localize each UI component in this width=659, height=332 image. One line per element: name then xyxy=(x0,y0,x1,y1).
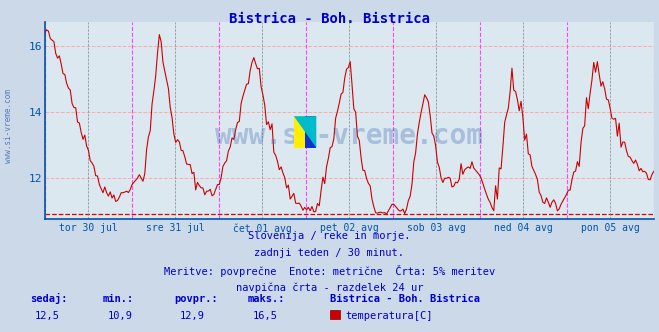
Text: zadnji teden / 30 minut.: zadnji teden / 30 minut. xyxy=(254,248,405,258)
Text: 10,9: 10,9 xyxy=(107,311,132,321)
Text: www.si-vreme.com: www.si-vreme.com xyxy=(4,89,13,163)
Text: temperatura[C]: temperatura[C] xyxy=(345,311,433,321)
Text: Slovenija / reke in morje.: Slovenija / reke in morje. xyxy=(248,231,411,241)
Text: 12,9: 12,9 xyxy=(180,311,205,321)
Text: sedaj:: sedaj: xyxy=(30,293,67,304)
Text: maks.:: maks.: xyxy=(247,294,285,304)
Text: www.si-vreme.com: www.si-vreme.com xyxy=(215,122,483,150)
Text: povpr.:: povpr.: xyxy=(175,294,218,304)
Text: Bistrica - Boh. Bistrica: Bistrica - Boh. Bistrica xyxy=(330,294,480,304)
Text: navpična črta - razdelek 24 ur: navpična črta - razdelek 24 ur xyxy=(236,283,423,293)
Text: 16,5: 16,5 xyxy=(252,311,277,321)
Text: Meritve: povprečne  Enote: metrične  Črta: 5% meritev: Meritve: povprečne Enote: metrične Črta:… xyxy=(164,265,495,277)
Text: Bistrica - Boh. Bistrica: Bistrica - Boh. Bistrica xyxy=(229,12,430,26)
Text: 12,5: 12,5 xyxy=(35,311,60,321)
Text: min.:: min.: xyxy=(102,294,133,304)
